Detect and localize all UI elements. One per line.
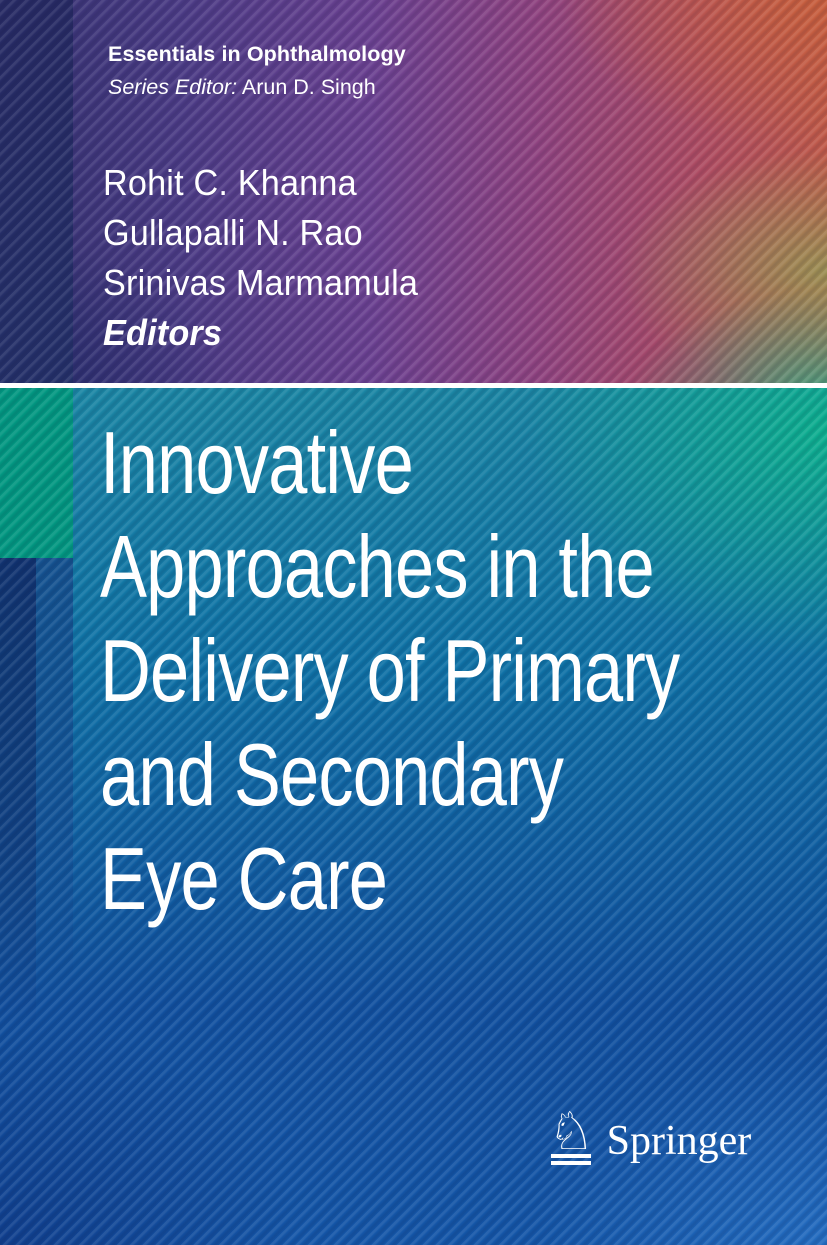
book-title: Innovative Approaches in the Delivery of… [100, 411, 680, 931]
left-mid-column [36, 558, 73, 988]
series-editor-label: Series Editor: [108, 75, 238, 99]
springer-wordmark: Springer [606, 1118, 752, 1164]
logo-pedestal-bar [551, 1154, 592, 1158]
series-title: Essentials in Ophthalmology [108, 42, 406, 66]
book-title-line: and Secondary [100, 725, 564, 824]
book-title-line: Eye Care [100, 829, 388, 928]
editor-name: Srinivas Marmamula [103, 262, 419, 303]
left-dark-column [0, 558, 36, 1028]
book-title-line: Innovative [100, 413, 414, 512]
springer-knight-horse-icon: ♘ [548, 1106, 595, 1165]
book-title-line: Approaches in the [100, 517, 655, 616]
series-header: Essentials in Ophthalmology Series Edito… [108, 38, 406, 104]
logo-pedestal-bar [551, 1161, 592, 1165]
book-title-line: Delivery of Primary [100, 621, 680, 720]
editor-name: Rohit C. Khanna [103, 162, 357, 203]
left-navy-strip [0, 0, 73, 383]
bottom-gradient-band [0, 388, 827, 1245]
series-editor-name: Arun D. Singh [241, 75, 376, 99]
horizontal-white-rule [0, 383, 827, 388]
teal-accent-block [0, 388, 73, 558]
editors-block: Rohit C. Khanna Gullapalli N. Rao Sriniv… [103, 158, 418, 358]
top-gradient-band [0, 0, 827, 388]
springer-logo: ♘ Springer [548, 1106, 751, 1165]
editor-name: Gullapalli N. Rao [103, 212, 363, 253]
editors-role-label: Editors [103, 312, 223, 353]
series-editor-line: Series Editor: Arun D. Singh [108, 71, 406, 104]
